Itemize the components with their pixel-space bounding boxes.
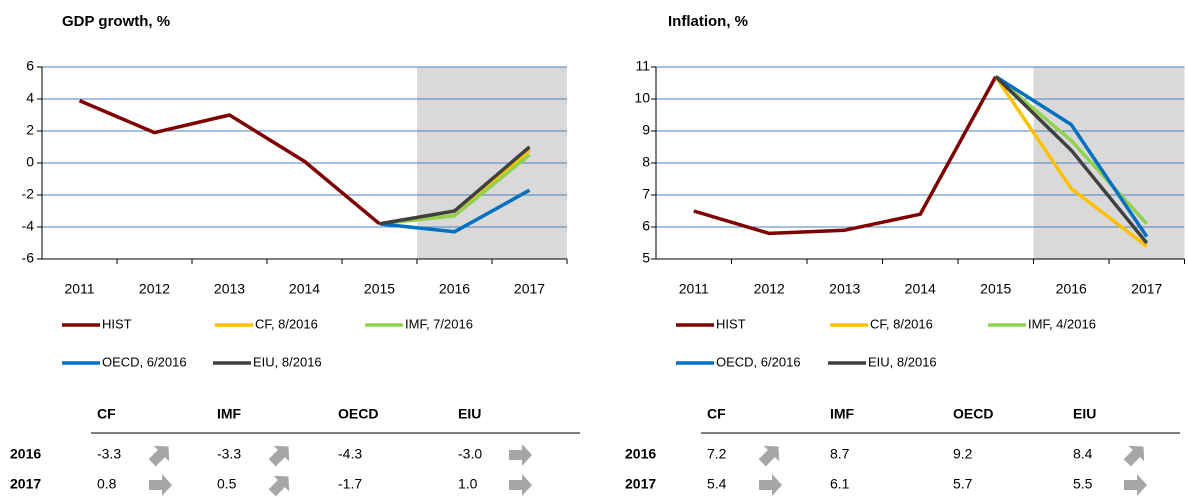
row-label: 2017 [10, 476, 41, 492]
cell-value: 5.5 [1073, 476, 1093, 492]
column-header: EIU [1073, 406, 1096, 422]
legend-label: HIST [102, 316, 132, 331]
series-line [693, 75, 998, 236]
trend-arrow [1123, 445, 1145, 467]
arrow-shape [758, 445, 780, 467]
legend-label: IMF, 4/2016 [1028, 316, 1096, 331]
y-tick-label: -2 [22, 186, 35, 202]
cell-value: -1.7 [338, 476, 362, 492]
legend-label: HIST [716, 316, 746, 331]
trend-arrow [758, 445, 780, 467]
cell-value: 0.8 [97, 476, 117, 492]
y-tick-label: -4 [22, 218, 35, 234]
arrow-shape [268, 475, 290, 497]
y-tick-label: 6 [642, 218, 650, 234]
trend-arrow [268, 475, 290, 497]
legend-label: CF, 8/2016 [870, 316, 933, 331]
trend-arrow [1124, 474, 1147, 496]
cell-value: -3.3 [97, 446, 121, 462]
trend-arrow [509, 474, 532, 496]
arrow-shape [509, 474, 532, 496]
legend-label: IMF, 7/2016 [405, 316, 473, 331]
x-tick-label: 2011 [64, 281, 94, 297]
chart-title: GDP growth, % [62, 13, 170, 30]
row-label: 2016 [10, 446, 41, 462]
legend-label: EIU, 8/2016 [253, 354, 322, 369]
cell-value: 8.4 [1073, 446, 1093, 462]
cell-value: 9.2 [953, 446, 973, 462]
cell-value: 6.1 [830, 476, 850, 492]
cell-value: 0.5 [217, 476, 237, 492]
arrow-shape [1123, 445, 1145, 467]
y-tick-label: -6 [22, 250, 35, 266]
x-tick-label: 2014 [289, 281, 320, 297]
chart-title: Inflation, % [668, 13, 748, 30]
column-header: IMF [830, 406, 855, 422]
arrow-shape [509, 444, 532, 466]
cell-value: 8.7 [830, 446, 850, 462]
y-tick-label: 7 [642, 186, 650, 202]
cell-value: 1.0 [458, 476, 478, 492]
trend-arrow [149, 474, 172, 496]
cell-value: -4.3 [338, 446, 362, 462]
column-header: CF [707, 406, 726, 422]
series-line [994, 75, 1149, 238]
column-header: EIU [458, 406, 481, 422]
x-tick-label: 2013 [829, 281, 860, 297]
legend-label: OECD, 6/2016 [716, 354, 801, 369]
x-tick-label: 2016 [439, 281, 470, 297]
x-tick-label: 2016 [1056, 281, 1087, 297]
arrow-shape [148, 445, 170, 467]
trend-arrow [759, 474, 782, 496]
column-header: IMF [217, 406, 242, 422]
legend-label: OECD, 6/2016 [102, 354, 187, 369]
y-tick-label: 0 [26, 154, 34, 170]
y-tick-label: 2 [26, 122, 34, 138]
cell-value: 5.4 [707, 476, 727, 492]
x-tick-label: 2015 [980, 281, 1011, 297]
y-tick-label: 10 [634, 90, 650, 106]
legend-label: CF, 8/2016 [255, 316, 318, 331]
cell-value: 7.2 [707, 446, 727, 462]
row-label: 2017 [625, 476, 656, 492]
trend-arrow [268, 445, 290, 467]
y-tick-label: 11 [635, 58, 650, 74]
y-tick-label: 9 [642, 122, 650, 138]
y-tick-label: 4 [26, 90, 34, 106]
cell-value: -3.0 [458, 446, 482, 462]
arrow-shape [1124, 474, 1147, 496]
arrow-shape [268, 445, 290, 467]
x-tick-label: 2017 [1131, 281, 1162, 297]
column-header: OECD [953, 406, 993, 422]
x-tick-label: 2012 [754, 281, 785, 297]
y-tick-label: 5 [642, 250, 650, 266]
row-label: 2016 [625, 446, 656, 462]
trend-arrow [509, 444, 532, 466]
x-tick-label: 2013 [214, 281, 245, 297]
y-tick-label: 8 [642, 154, 650, 170]
x-tick-label: 2012 [139, 281, 170, 297]
column-header: OECD [338, 406, 378, 422]
series-line [379, 188, 531, 234]
y-tick-label: 6 [26, 58, 34, 74]
legend-label: EIU, 8/2016 [868, 354, 937, 369]
cell-value: 5.7 [953, 476, 973, 492]
x-tick-label: 2014 [905, 281, 936, 297]
x-tick-label: 2017 [514, 281, 545, 297]
x-tick-label: 2011 [679, 281, 709, 297]
series-line [379, 145, 531, 226]
column-header: CF [97, 406, 116, 422]
x-tick-label: 2015 [364, 281, 395, 297]
trend-arrow [148, 445, 170, 467]
cell-value: -3.3 [217, 446, 241, 462]
series-line [994, 75, 1149, 225]
arrow-shape [149, 474, 172, 496]
series-line [78, 98, 381, 226]
arrow-shape [759, 474, 782, 496]
series-line [994, 75, 1149, 245]
series-line [994, 75, 1148, 248]
